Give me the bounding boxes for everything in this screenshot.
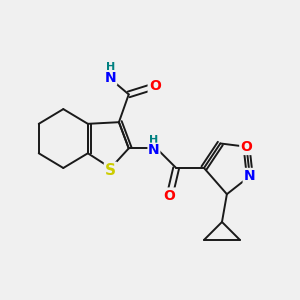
Text: N: N [105, 71, 117, 85]
Text: N: N [244, 169, 256, 183]
Text: N: N [148, 143, 160, 157]
Text: O: O [149, 79, 161, 93]
Text: S: S [105, 163, 116, 178]
Text: H: H [106, 62, 116, 72]
Text: O: O [164, 189, 176, 203]
Text: H: H [149, 135, 159, 145]
Text: O: O [241, 140, 252, 154]
